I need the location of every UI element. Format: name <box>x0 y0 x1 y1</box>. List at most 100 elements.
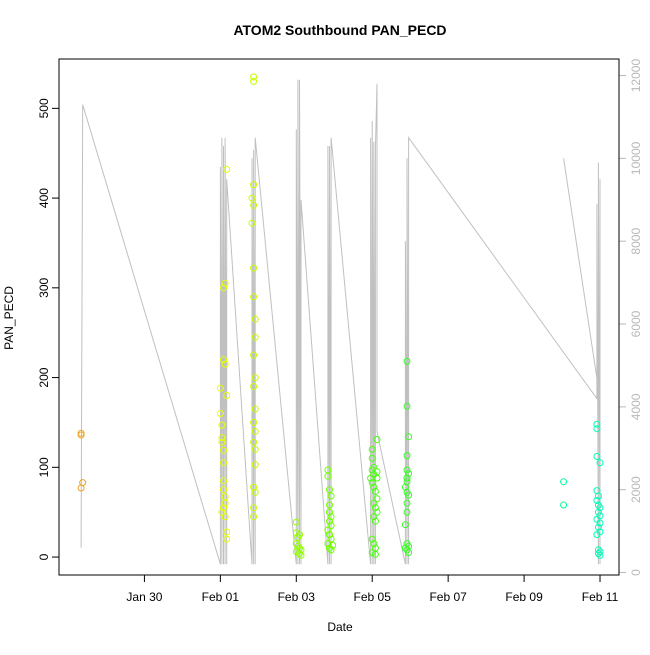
data-point <box>593 420 601 428</box>
data-point <box>370 499 378 507</box>
data-point <box>221 360 229 368</box>
data-point <box>220 486 227 494</box>
data-point <box>329 541 337 549</box>
data-point <box>251 461 259 469</box>
data-point <box>373 474 381 482</box>
data-point <box>223 535 231 543</box>
data-point <box>327 546 335 554</box>
data-point <box>297 546 305 554</box>
data-point <box>250 383 258 390</box>
y2-tick-label: 6000 <box>629 310 643 337</box>
data-point <box>250 351 258 359</box>
data-point <box>324 540 332 548</box>
data-points-layer <box>77 73 604 559</box>
data-point <box>368 454 376 462</box>
data-point <box>251 427 259 435</box>
y-tick-label: 100 <box>37 457 51 477</box>
data-point <box>250 418 258 426</box>
plot-frame <box>58 58 620 576</box>
data-point <box>77 431 85 439</box>
data-point <box>594 508 602 516</box>
data-point <box>596 519 604 527</box>
data-point <box>403 508 411 516</box>
data-point <box>594 523 602 531</box>
data-point <box>593 453 601 460</box>
data-point <box>593 425 601 433</box>
data-point <box>292 518 300 526</box>
data-point <box>250 73 258 81</box>
data-point <box>250 438 258 446</box>
data-point <box>326 501 333 509</box>
data-point <box>223 392 231 399</box>
data-point <box>220 477 227 485</box>
data-point <box>248 219 256 227</box>
data-point <box>373 436 381 443</box>
data-point <box>250 181 258 189</box>
y-tick-label: 200 <box>37 367 51 387</box>
y2-tick-label: 4000 <box>629 393 643 420</box>
data-point <box>251 405 259 413</box>
data-point <box>596 548 604 556</box>
data-point <box>218 434 226 442</box>
data-point <box>370 540 378 548</box>
data-point <box>223 528 231 536</box>
data-point <box>596 459 604 467</box>
data-point <box>296 531 303 539</box>
data-point <box>326 517 333 525</box>
y-axis-label: PAN_PECD <box>2 286 16 350</box>
y2-tick-label: 0 <box>629 569 643 576</box>
chart-title: ATOM2 Southbound PAN_PECD <box>233 22 446 38</box>
data-point <box>327 522 335 530</box>
data-point <box>596 551 604 559</box>
y-tick-label: 500 <box>37 98 51 118</box>
data-point <box>251 374 259 382</box>
data-point <box>368 535 376 543</box>
data-point <box>220 504 227 512</box>
y-tick-label: 0 <box>37 553 51 560</box>
data-point <box>250 504 258 512</box>
data-point <box>403 474 411 482</box>
data-point <box>220 446 227 454</box>
data-point <box>368 466 376 474</box>
data-point <box>327 513 335 521</box>
data-point <box>596 504 604 512</box>
data-point <box>403 452 411 460</box>
data-point <box>248 194 256 202</box>
x-tick-label: Feb 11 <box>582 590 619 604</box>
altitude-line-layer <box>80 79 601 565</box>
data-point <box>251 315 259 323</box>
data-point <box>218 508 226 516</box>
data-point <box>251 488 259 496</box>
data-point <box>326 486 333 494</box>
x-tick-label: Feb 09 <box>505 590 543 604</box>
data-point <box>560 478 568 486</box>
data-point <box>327 492 335 500</box>
data-point <box>594 550 602 557</box>
data-point <box>403 499 411 507</box>
data-point <box>371 517 379 525</box>
data-point <box>560 501 568 509</box>
y2-tick-label: 8000 <box>629 228 643 255</box>
data-point <box>370 483 378 491</box>
x-tick-label: Jan 30 <box>126 590 162 604</box>
data-point <box>371 488 379 495</box>
data-point <box>405 491 413 499</box>
data-point <box>220 459 227 467</box>
data-point <box>370 513 378 521</box>
data-point <box>594 492 602 500</box>
data-point <box>368 445 376 453</box>
data-point <box>327 535 335 543</box>
data-point <box>297 551 305 559</box>
data-point <box>371 504 379 512</box>
y-tick-label: 300 <box>37 278 51 298</box>
data-point <box>221 499 229 507</box>
data-point <box>250 77 258 85</box>
y2-tick-label: 2000 <box>629 476 643 503</box>
altitude-series-line <box>80 79 601 565</box>
data-point <box>324 472 332 480</box>
x-tick-label: Feb 01 <box>202 590 240 604</box>
data-point <box>326 508 333 516</box>
data-point <box>373 508 381 516</box>
y2-tick-label: 12000 <box>629 59 643 93</box>
